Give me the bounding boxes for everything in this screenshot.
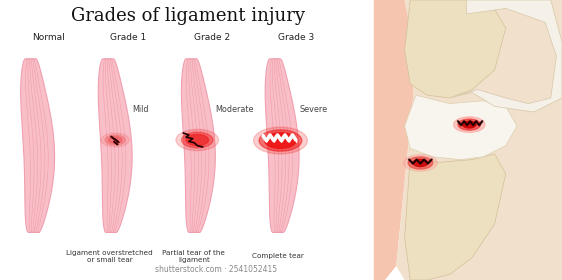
Circle shape — [413, 159, 428, 167]
Polygon shape — [405, 154, 506, 280]
Text: Mild: Mild — [132, 105, 148, 114]
Text: Ligament overstretched
or small tear: Ligament overstretched or small tear — [66, 250, 153, 263]
Polygon shape — [182, 59, 215, 232]
Polygon shape — [98, 59, 132, 232]
Polygon shape — [450, 0, 562, 112]
Circle shape — [182, 132, 213, 148]
Circle shape — [259, 130, 302, 151]
Polygon shape — [405, 95, 517, 160]
Circle shape — [404, 155, 437, 171]
Text: Severe: Severe — [300, 105, 328, 114]
Text: Grade 1: Grade 1 — [110, 33, 146, 42]
Circle shape — [458, 119, 481, 130]
Text: shutterstock.com · 2541052415: shutterstock.com · 2541052415 — [155, 265, 278, 274]
Circle shape — [463, 121, 476, 128]
Text: Complete tear: Complete tear — [252, 253, 304, 259]
Polygon shape — [405, 0, 506, 98]
Polygon shape — [396, 0, 562, 280]
Circle shape — [454, 117, 485, 132]
Text: Partial tear of the
ligament: Partial tear of the ligament — [162, 250, 225, 263]
Text: Grade 2: Grade 2 — [194, 33, 230, 42]
Circle shape — [265, 133, 296, 148]
Circle shape — [408, 157, 433, 169]
Circle shape — [186, 134, 209, 146]
Circle shape — [105, 135, 125, 145]
Circle shape — [101, 133, 129, 147]
Text: Moderate: Moderate — [215, 105, 254, 114]
Text: Grades of ligament injury: Grades of ligament injury — [71, 7, 305, 25]
Circle shape — [176, 129, 219, 151]
Circle shape — [253, 127, 307, 154]
Polygon shape — [21, 59, 55, 232]
Polygon shape — [265, 59, 299, 232]
Circle shape — [108, 137, 122, 143]
Text: Grade 3: Grade 3 — [278, 33, 315, 42]
Text: Normal: Normal — [33, 33, 65, 42]
Polygon shape — [374, 0, 413, 280]
